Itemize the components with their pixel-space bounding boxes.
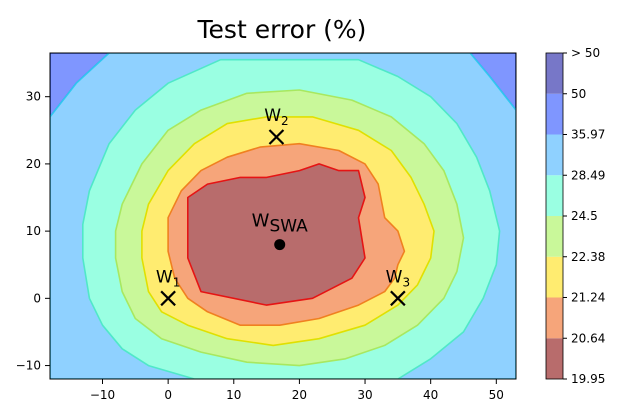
x-tick-label: 40 — [423, 388, 438, 402]
w-2-marker — [268, 129, 285, 145]
y-tick-label: 10 — [26, 224, 41, 238]
w-3-label: W3 — [386, 267, 410, 289]
w-1-label: W1 — [156, 267, 180, 289]
y-tick-label: 0 — [33, 291, 41, 305]
contour-band-19-95-7 — [187, 163, 366, 306]
w-3-marker — [390, 290, 406, 307]
point-markers: W1 W2 W3 WSWA — [156, 106, 410, 307]
plot-frame — [49, 52, 517, 380]
y-tick-label: −10 — [16, 359, 41, 373]
x-tick-label: −10 — [90, 388, 115, 402]
colorbar-band — [546, 93, 563, 135]
colorbar-band — [546, 175, 563, 216]
colorbar-band — [546, 338, 563, 379]
colorbar-band — [546, 256, 563, 298]
y-tick-label: 30 — [26, 90, 41, 104]
w-1-marker — [160, 290, 176, 307]
x-tick-label: 50 — [489, 388, 504, 402]
x-tick-label: 30 — [357, 388, 372, 402]
x-tick-label: 10 — [226, 388, 241, 402]
chart-title: Test error (%) — [197, 15, 367, 44]
colorbar-label: 24.5 — [571, 209, 598, 223]
colorbar-label: 50 — [571, 87, 586, 101]
y-tick-label: 20 — [26, 157, 41, 171]
x-tick-label: 0 — [164, 388, 172, 402]
x-tick-label: 20 — [292, 388, 307, 402]
colorbar-band — [546, 134, 563, 176]
colorbar-label: 28.49 — [571, 168, 605, 182]
colorbar-label: > 50 — [571, 46, 600, 60]
colorbar-label: 20.64 — [571, 331, 605, 345]
colorbar-label: 19.95 — [571, 372, 605, 386]
w-2-label: W2 — [264, 106, 288, 128]
colorbar-band — [546, 297, 563, 339]
colorbar-label: 35.97 — [571, 128, 605, 142]
colorbar-band — [546, 53, 563, 94]
y-axis: −10 0 10 20 30 — [16, 90, 50, 373]
colorbar-label: 21.24 — [571, 291, 605, 305]
w-swa-label: WSWA — [252, 211, 308, 237]
w-swa-marker — [274, 239, 286, 251]
x-axis: −10 0 10 20 30 40 50 — [90, 379, 504, 402]
colorbar: 19.95 20.64 21.24 22.38 24.5 28.49 35.97 50 > 50 — [545, 46, 605, 386]
colorbar-band — [546, 216, 563, 257]
colorbar-label: 22.38 — [571, 250, 605, 264]
